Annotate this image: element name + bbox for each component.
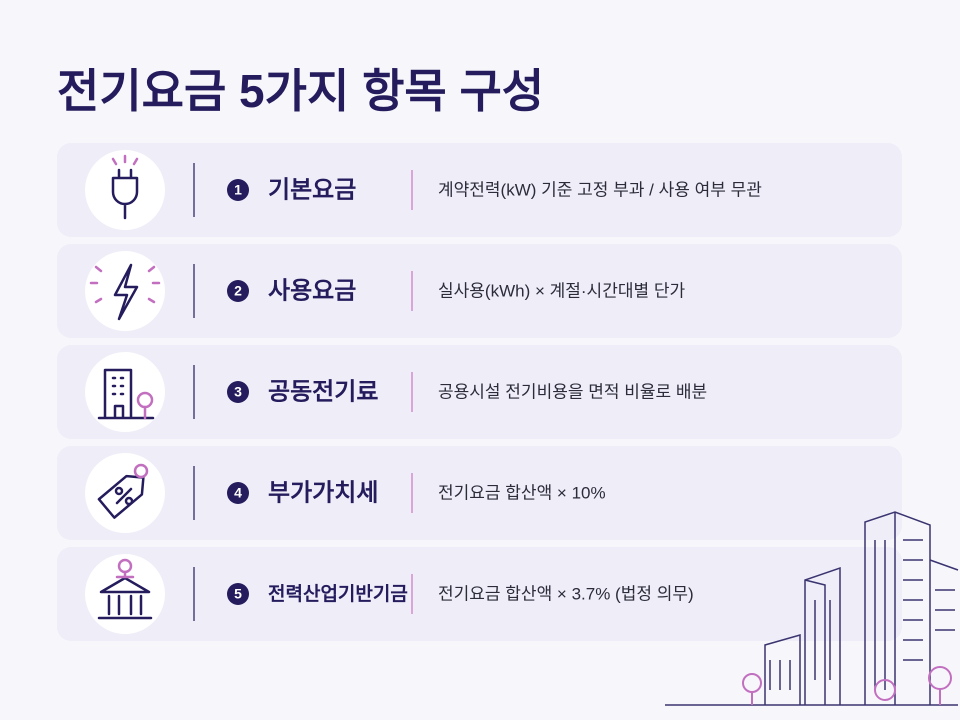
item-description: 전기요금 합산액 × 3.7% (법정 의무)	[438, 584, 694, 603]
item-name: 부가가치세	[268, 479, 378, 506]
row-card	[57, 244, 902, 338]
item-number: 1	[234, 182, 242, 198]
item-number: 4	[234, 485, 242, 501]
icon-circle	[85, 150, 165, 230]
row-card	[57, 446, 902, 540]
row-card	[57, 143, 902, 237]
row-card	[57, 345, 902, 439]
number-badge	[227, 482, 249, 504]
item-number: 5	[234, 586, 242, 602]
number-badge	[227, 583, 249, 605]
icon-circle	[85, 352, 165, 432]
number-badge	[227, 381, 249, 403]
item-name: 전력산업기반기금	[268, 583, 408, 605]
number-badge	[227, 280, 249, 302]
tag-icon	[97, 463, 149, 519]
item-number: 2	[234, 283, 242, 299]
title: 전기요금 5가지 항목 구성	[57, 65, 544, 117]
item-description: 공용시설 전기비용을 면적 비율로 배분	[438, 382, 707, 401]
icon-circle	[85, 251, 165, 331]
icons	[89, 154, 161, 620]
city-decoration	[665, 511, 959, 706]
item-description: 계약전력(kW) 기준 고정 부과 / 사용 여부 무관	[438, 180, 762, 199]
item-name: 기본요금	[268, 176, 356, 203]
icon-circle	[85, 554, 165, 634]
row-card	[57, 547, 902, 641]
item-description: 전기요금 합산액 × 10%	[438, 483, 606, 502]
plug-icon	[111, 154, 139, 220]
icon-circle	[85, 453, 165, 533]
rows: 1 기본요금 계약전력(kW) 기준 고정 부과 / 사용 여부 무관 2 사용요금 실사…	[57, 143, 902, 641]
bolt-icon	[89, 263, 161, 321]
item-name: 사용요금	[268, 277, 356, 304]
bank-icon	[97, 558, 153, 620]
number-badge	[227, 179, 249, 201]
building-icon	[97, 368, 155, 420]
item-description: 실사용(kWh) × 계절·시간대별 단가	[438, 281, 685, 300]
item-name: 공동전기료	[268, 378, 378, 405]
item-number: 3	[234, 384, 242, 400]
